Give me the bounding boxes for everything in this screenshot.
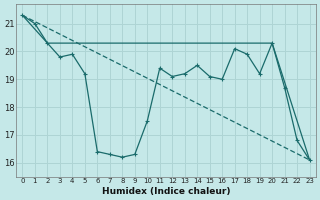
X-axis label: Humidex (Indice chaleur): Humidex (Indice chaleur) xyxy=(102,187,230,196)
